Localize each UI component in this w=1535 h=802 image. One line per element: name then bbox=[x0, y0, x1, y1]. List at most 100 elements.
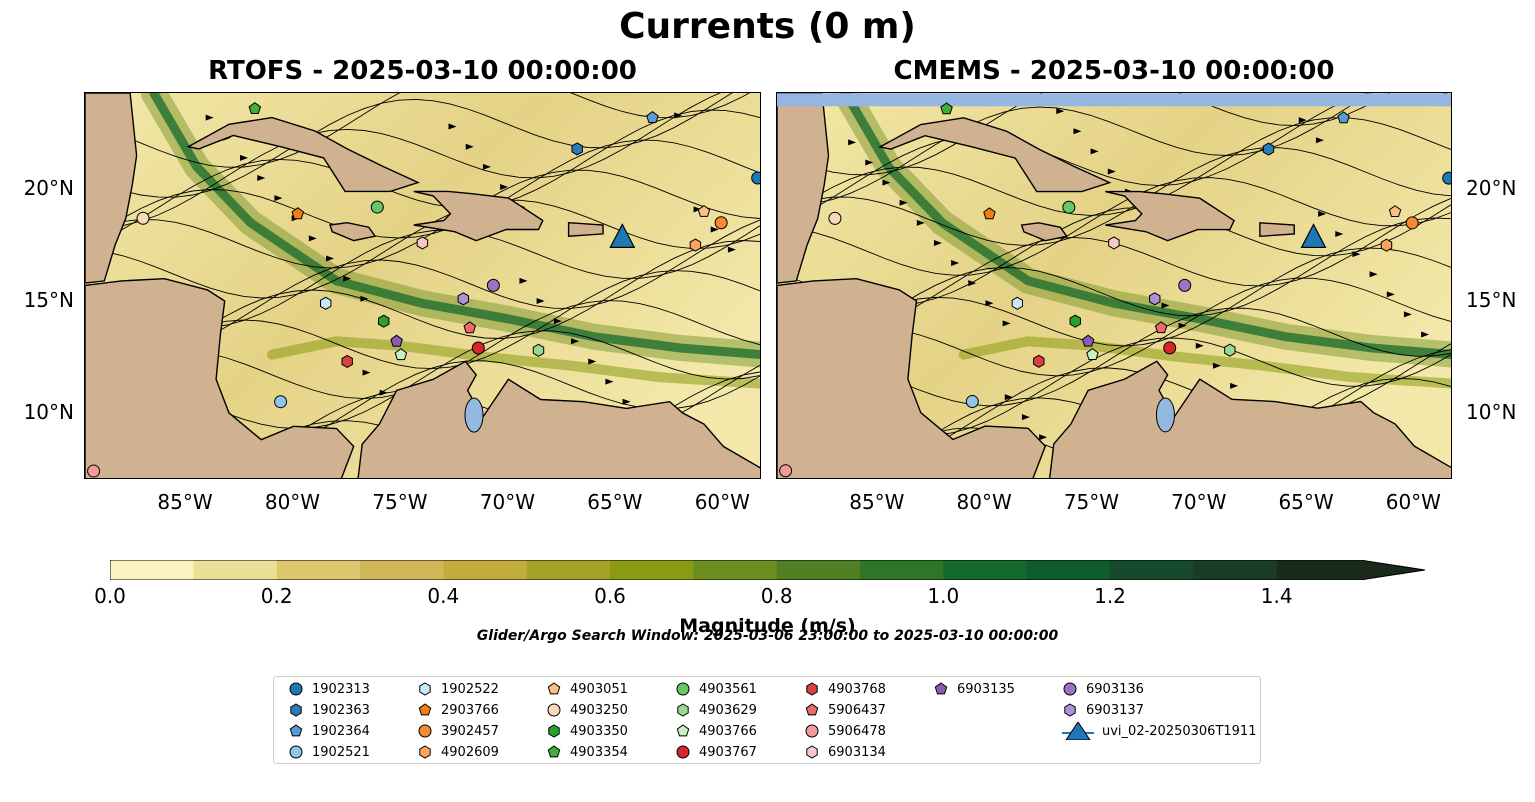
float-marker-4902609[interactable] bbox=[689, 238, 702, 252]
colorbar-segment bbox=[1110, 560, 1194, 580]
figure-title: Currents (0 m) bbox=[619, 6, 916, 47]
pentagon-marker-icon bbox=[289, 724, 303, 737]
colorbar bbox=[110, 560, 1425, 580]
lon-tick-label: 65°W bbox=[1278, 490, 1334, 514]
float-marker-6903136[interactable] bbox=[486, 278, 500, 292]
lon-tick-label: 75°W bbox=[372, 490, 428, 514]
lon-tick-label: 80°W bbox=[264, 490, 321, 514]
float-marker-1902313[interactable] bbox=[1442, 171, 1452, 185]
rtofs-map-panel[interactable] bbox=[84, 92, 761, 479]
float-marker-3902457[interactable] bbox=[1405, 216, 1419, 230]
float-marker-6903137[interactable] bbox=[1149, 292, 1161, 306]
float-marker-4903350[interactable] bbox=[378, 314, 390, 328]
float-marker-6903137[interactable] bbox=[457, 292, 469, 306]
legend-item: 1902313 bbox=[288, 680, 370, 698]
colorbar-tick-label: 0.8 bbox=[760, 584, 793, 608]
circle-marker-icon bbox=[1063, 682, 1077, 696]
colorbar-segment bbox=[360, 560, 444, 580]
lon-tick-label: 60°W bbox=[694, 490, 750, 514]
colorbar-segment bbox=[693, 560, 778, 580]
float-marker-4903767[interactable] bbox=[1163, 341, 1177, 355]
colorbar-tick-label: 0.4 bbox=[427, 584, 460, 608]
float-marker-2903766[interactable] bbox=[291, 207, 305, 220]
float-marker-4903767[interactable] bbox=[471, 341, 485, 355]
float-marker-4903561[interactable] bbox=[1062, 200, 1076, 214]
float-marker-4903766[interactable] bbox=[1086, 347, 1099, 360]
glider-marker[interactable] bbox=[609, 223, 636, 249]
colorbar-segment bbox=[610, 560, 694, 580]
lat-tick-label: 15°N bbox=[1466, 288, 1517, 313]
float-marker-2903766[interactable] bbox=[983, 207, 996, 220]
cmems-map bbox=[777, 93, 1452, 478]
colorbar-segment bbox=[1026, 560, 1111, 580]
hexagon-marker-icon bbox=[419, 745, 431, 759]
float-marker-5906478[interactable] bbox=[779, 464, 793, 478]
circle-marker-icon bbox=[289, 682, 303, 696]
legend-item: 2903766 bbox=[417, 701, 499, 719]
float-marker-4903250[interactable] bbox=[136, 211, 150, 225]
legend-item: uvi_02-20250306T1911 bbox=[1062, 722, 1256, 740]
float-marker-1902364[interactable] bbox=[1337, 111, 1350, 124]
float-marker-1902364[interactable] bbox=[646, 110, 659, 123]
hexagon-marker-icon bbox=[290, 703, 302, 717]
legend-label: 6903134 bbox=[828, 744, 886, 760]
colorbar-ticks: 0.0 0.2 0.4 0.6 0.8 1.0 1.2 1.4 bbox=[94, 584, 1425, 614]
float-marker-4903629[interactable] bbox=[1224, 343, 1236, 357]
float-marker-6903136[interactable] bbox=[1178, 278, 1192, 292]
float-marker-5906437[interactable] bbox=[1154, 321, 1168, 334]
float-marker-6903135[interactable] bbox=[1081, 334, 1095, 347]
search-window-caption: Glider/Argo Search Window: 2025-03-06 23… bbox=[476, 628, 1059, 644]
colorbar-tick-label: 1.0 bbox=[927, 584, 960, 608]
glider-marker[interactable] bbox=[1300, 223, 1327, 249]
colorbar-segment bbox=[526, 560, 611, 580]
float-marker-4903768[interactable] bbox=[341, 354, 353, 368]
float-marker-4903766[interactable] bbox=[394, 348, 408, 361]
float-marker-1902522[interactable] bbox=[320, 296, 332, 310]
colorbar-tick-label: 0.0 bbox=[94, 584, 126, 608]
lon-tick-label: 60°W bbox=[1385, 490, 1441, 514]
float-marker-3902457[interactable] bbox=[714, 216, 728, 230]
float-marker-4903051[interactable] bbox=[697, 204, 711, 217]
float-marker-4903768[interactable] bbox=[1033, 354, 1045, 368]
legend-item: 1902521 bbox=[288, 743, 370, 761]
float-marker-1902313[interactable] bbox=[751, 171, 761, 185]
pentagon-marker-icon bbox=[805, 703, 819, 716]
float-marker-4903629[interactable] bbox=[532, 343, 545, 357]
circle-marker-icon bbox=[289, 745, 303, 759]
float-marker-1902363[interactable] bbox=[571, 142, 583, 156]
hexagon-marker-icon bbox=[419, 682, 431, 696]
circle-marker-icon bbox=[547, 703, 561, 717]
float-marker-1902363[interactable] bbox=[1262, 142, 1275, 156]
legend-label: 4903629 bbox=[699, 702, 757, 718]
float-marker-1902521[interactable] bbox=[274, 395, 288, 409]
colorbar-segment bbox=[776, 560, 861, 580]
float-marker-4903354[interactable] bbox=[248, 102, 262, 114]
hexagon-marker-icon bbox=[677, 703, 689, 717]
legend-item: 1902364 bbox=[288, 722, 370, 740]
float-marker-4902609[interactable] bbox=[1380, 238, 1393, 252]
float-marker-4903051[interactable] bbox=[1388, 205, 1402, 218]
legend-label: 6903135 bbox=[957, 681, 1015, 697]
colorbar-tick-label: 1.4 bbox=[1260, 584, 1293, 608]
float-marker-4903350[interactable] bbox=[1069, 314, 1081, 328]
float-marker-4903250[interactable] bbox=[828, 211, 842, 225]
legend-item: 4903354 bbox=[546, 743, 628, 761]
legend-item: 4903051 bbox=[546, 680, 628, 698]
legend-item: 4903766 bbox=[675, 722, 757, 740]
float-marker-5906437[interactable] bbox=[463, 321, 476, 334]
float-marker-6903134[interactable] bbox=[416, 236, 429, 250]
cmems-map-panel[interactable] bbox=[776, 92, 1452, 479]
float-marker-1902521[interactable] bbox=[965, 395, 979, 409]
pentagon-marker-icon bbox=[418, 703, 432, 716]
colorbar-label: Magnitude (m/s) bbox=[679, 615, 856, 637]
legend-item: 5906478 bbox=[804, 722, 886, 740]
float-marker-4903354[interactable] bbox=[940, 102, 953, 115]
float-marker-5906478[interactable] bbox=[87, 464, 101, 478]
legend-item: 6903136 bbox=[1062, 680, 1144, 698]
float-marker-6903135[interactable] bbox=[390, 334, 403, 347]
float-marker-1902522[interactable] bbox=[1011, 296, 1024, 310]
legend-item: 1902363 bbox=[288, 701, 370, 719]
float-marker-6903134[interactable] bbox=[1108, 236, 1120, 250]
float-marker-4903561[interactable] bbox=[370, 200, 384, 214]
legend-item: 4903561 bbox=[675, 680, 757, 698]
